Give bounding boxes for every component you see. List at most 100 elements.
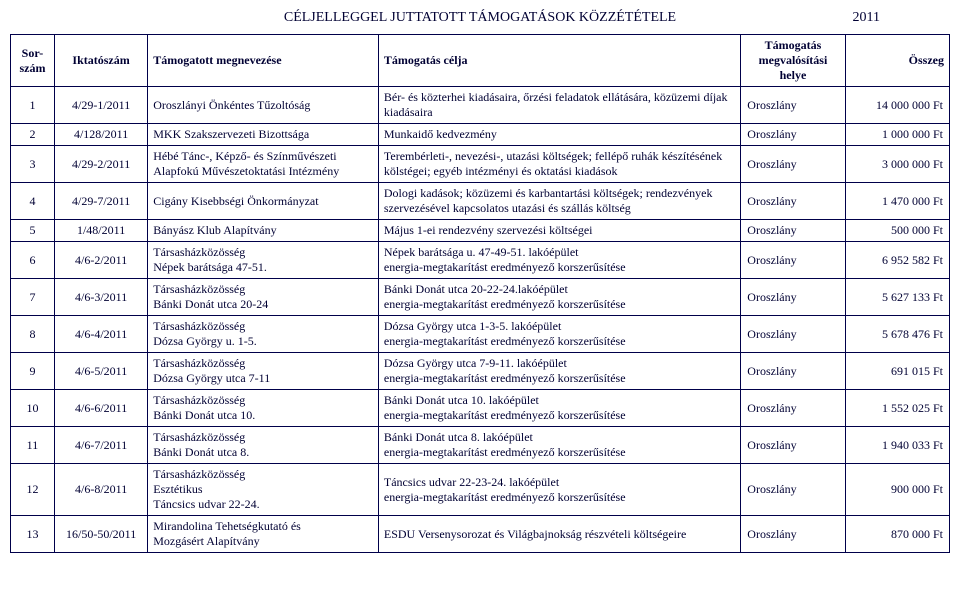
cell-iktato: 4/6-6/2011 [54, 390, 147, 427]
cell-iktato: 1/48/2011 [54, 220, 147, 242]
table-row: 74/6-3/2011TársasházközösségBánki Donát … [11, 279, 950, 316]
table-body: 14/29-1/2011Oroszlányi Önkéntes Tűzoltós… [11, 87, 950, 553]
cell-iktato: 4/29-1/2011 [54, 87, 147, 124]
cell-helye: Oroszlány [741, 279, 845, 316]
cell-helye: Oroszlány [741, 146, 845, 183]
cell-iktato: 4/6-3/2011 [54, 279, 147, 316]
cell-celja: Bánki Donát utca 10. lakóépületenergia-m… [378, 390, 740, 427]
table-row: 94/6-5/2011TársasházközösségDózsa György… [11, 353, 950, 390]
table-row: 51/48/2011Bányász Klub AlapítványMájus 1… [11, 220, 950, 242]
table-row: 24/128/2011MKK Szakszervezeti Bizottsága… [11, 124, 950, 146]
cell-sorszam: 12 [11, 464, 55, 516]
page-year: 2011 [853, 10, 880, 26]
cell-megnev: TársasházközösségBánki Donát utca 10. [148, 390, 379, 427]
cell-osszeg: 3 000 000 Ft [845, 146, 949, 183]
cell-megnev: TársasházközösségBánki Donát utca 8. [148, 427, 379, 464]
cell-helye: Oroszlány [741, 220, 845, 242]
cell-megnev: Bányász Klub Alapítvány [148, 220, 379, 242]
cell-helye: Oroszlány [741, 427, 845, 464]
cell-celja: ESDU Versenysorozat és Világbajnokság ré… [378, 516, 740, 553]
cell-helye: Oroszlány [741, 316, 845, 353]
cell-celja: Népek barátsága u. 47-49-51. lakóépülete… [378, 242, 740, 279]
cell-iktato: 4/6-5/2011 [54, 353, 147, 390]
table-row: 84/6-4/2011TársasházközösségDózsa György… [11, 316, 950, 353]
cell-megnev: TársasházközösségEsztétikusTáncsics udva… [148, 464, 379, 516]
cell-iktato: 16/50-50/2011 [54, 516, 147, 553]
table-row: 64/6-2/2011TársasházközösségNépek baráts… [11, 242, 950, 279]
cell-sorszam: 10 [11, 390, 55, 427]
cell-sorszam: 2 [11, 124, 55, 146]
cell-sorszam: 13 [11, 516, 55, 553]
cell-helye: Oroszlány [741, 464, 845, 516]
cell-osszeg: 1 470 000 Ft [845, 183, 949, 220]
table-row: 104/6-6/2011TársasházközösségBánki Donát… [11, 390, 950, 427]
cell-helye: Oroszlány [741, 390, 845, 427]
cell-helye: Oroszlány [741, 353, 845, 390]
cell-osszeg: 500 000 Ft [845, 220, 949, 242]
table-row: 124/6-8/2011TársasházközösségEsztétikusT… [11, 464, 950, 516]
cell-celja: Bánki Donát utca 20-22-24.lakóépületener… [378, 279, 740, 316]
cell-megnev: MKK Szakszervezeti Bizottsága [148, 124, 379, 146]
cell-iktato: 4/6-4/2011 [54, 316, 147, 353]
cell-celja: Május 1-ei rendezvény szervezési költség… [378, 220, 740, 242]
table-row: 114/6-7/2011TársasházközösségBánki Donát… [11, 427, 950, 464]
cell-megnev: TársasházközösségDózsa György utca 7-11 [148, 353, 379, 390]
cell-iktato: 4/6-2/2011 [54, 242, 147, 279]
cell-celja: Bér- és közterhei kiadásaira, őrzési fel… [378, 87, 740, 124]
cell-megnev: TársasházközösségBánki Donát utca 20-24 [148, 279, 379, 316]
cell-sorszam: 1 [11, 87, 55, 124]
cell-sorszam: 7 [11, 279, 55, 316]
cell-osszeg: 1 940 033 Ft [845, 427, 949, 464]
col-celja: Támogatás célja [378, 35, 740, 87]
cell-iktato: 4/29-7/2011 [54, 183, 147, 220]
cell-osszeg: 870 000 Ft [845, 516, 949, 553]
table-row: 14/29-1/2011Oroszlányi Önkéntes Tűzoltós… [11, 87, 950, 124]
cell-osszeg: 900 000 Ft [845, 464, 949, 516]
cell-iktato: 4/128/2011 [54, 124, 147, 146]
cell-megnev: TársasházközösségNépek barátsága 47-51. [148, 242, 379, 279]
cell-megnev: Hébé Tánc-, Képző- és Színművészeti Alap… [148, 146, 379, 183]
page-title: CÉLJELLEGGEL JUTTATOTT TÁMOGATÁSOK KÖZZÉ… [10, 10, 950, 26]
title-row: CÉLJELLEGGEL JUTTATOTT TÁMOGATÁSOK KÖZZÉ… [10, 10, 950, 26]
cell-celja: Dózsa György utca 7-9-11. lakóépületener… [378, 353, 740, 390]
cell-celja: Táncsics udvar 22-23-24. lakóépületenerg… [378, 464, 740, 516]
cell-celja: Terembérleti-, nevezési-, utazási költsé… [378, 146, 740, 183]
header-row: Sor-szám Iktatószám Támogatott megnevezé… [11, 35, 950, 87]
cell-sorszam: 4 [11, 183, 55, 220]
cell-osszeg: 6 952 582 Ft [845, 242, 949, 279]
cell-osszeg: 1 552 025 Ft [845, 390, 949, 427]
cell-celja: Dózsa György utca 1-3-5. lakóépületenerg… [378, 316, 740, 353]
col-sorszam: Sor-szám [11, 35, 55, 87]
grants-table: Sor-szám Iktatószám Támogatott megnevezé… [10, 34, 950, 553]
cell-iktato: 4/29-2/2011 [54, 146, 147, 183]
cell-sorszam: 5 [11, 220, 55, 242]
cell-helye: Oroszlány [741, 516, 845, 553]
cell-helye: Oroszlány [741, 87, 845, 124]
cell-celja: Munkaidő kedvezmény [378, 124, 740, 146]
cell-osszeg: 14 000 000 Ft [845, 87, 949, 124]
cell-helye: Oroszlány [741, 124, 845, 146]
cell-osszeg: 691 015 Ft [845, 353, 949, 390]
cell-megnev: Mirandolina Tehetségkutató ésMozgásért A… [148, 516, 379, 553]
cell-iktato: 4/6-8/2011 [54, 464, 147, 516]
col-iktato: Iktatószám [54, 35, 147, 87]
cell-megnev: TársasházközösségDózsa György u. 1-5. [148, 316, 379, 353]
table-row: 1316/50-50/2011Mirandolina Tehetségkutat… [11, 516, 950, 553]
table-row: 44/29-7/2011Cigány Kisebbségi Önkormányz… [11, 183, 950, 220]
cell-megnev: Oroszlányi Önkéntes Tűzoltóság [148, 87, 379, 124]
cell-sorszam: 6 [11, 242, 55, 279]
cell-sorszam: 11 [11, 427, 55, 464]
cell-celja: Dologi kadások; közüzemi és karbantartás… [378, 183, 740, 220]
cell-osszeg: 5 678 476 Ft [845, 316, 949, 353]
cell-osszeg: 1 000 000 Ft [845, 124, 949, 146]
cell-sorszam: 8 [11, 316, 55, 353]
cell-helye: Oroszlány [741, 242, 845, 279]
table-row: 34/29-2/2011Hébé Tánc-, Képző- és Színmű… [11, 146, 950, 183]
cell-sorszam: 3 [11, 146, 55, 183]
cell-osszeg: 5 627 133 Ft [845, 279, 949, 316]
cell-helye: Oroszlány [741, 183, 845, 220]
col-megnev: Támogatott megnevezése [148, 35, 379, 87]
col-osszeg: Összeg [845, 35, 949, 87]
cell-megnev: Cigány Kisebbségi Önkormányzat [148, 183, 379, 220]
col-helye: Támogatás megvalósítási helye [741, 35, 845, 87]
